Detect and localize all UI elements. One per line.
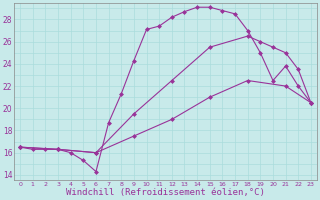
X-axis label: Windchill (Refroidissement éolien,°C): Windchill (Refroidissement éolien,°C): [66, 188, 265, 197]
